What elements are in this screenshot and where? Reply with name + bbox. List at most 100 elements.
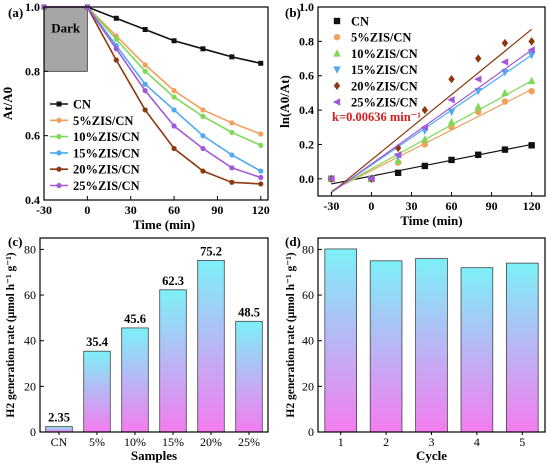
legend-entry: 15%ZIS/CN <box>351 63 418 77</box>
x-tick-label: 30 <box>405 199 417 213</box>
data-point <box>528 142 535 149</box>
y-tick-label: 0 <box>30 425 36 439</box>
data-point <box>171 123 177 129</box>
x-tick-label: CN <box>51 435 68 449</box>
data-point <box>447 117 456 126</box>
x-tick-label: 20% <box>200 435 222 449</box>
data-point <box>527 51 536 60</box>
data-point <box>200 145 206 152</box>
legend-entry: 25%ZIS/CN <box>351 96 418 110</box>
legend-marker <box>333 66 341 74</box>
x-tick-label: 25% <box>238 435 260 449</box>
data-point <box>258 168 264 174</box>
y-tick-label: 0.2 <box>299 137 314 151</box>
x-tick-label: 30 <box>125 203 137 217</box>
legend-marker <box>56 117 62 123</box>
bar <box>369 260 403 433</box>
data-point <box>421 135 429 143</box>
data-point <box>501 98 509 105</box>
dark-label: Dark <box>51 21 81 36</box>
data-point <box>475 151 482 158</box>
bar <box>83 350 111 433</box>
data-point <box>527 46 535 54</box>
bar <box>121 327 149 433</box>
legend-marker <box>333 49 341 57</box>
y-tick-label: 0.4 <box>299 103 314 117</box>
data-point <box>501 146 509 153</box>
data-point <box>448 74 455 84</box>
x-tick-label: -30 <box>36 203 52 217</box>
y-tick-label: 40 <box>24 334 36 348</box>
y-tick-label: 0.4 <box>25 193 40 207</box>
fit-line-4 <box>330 28 533 194</box>
y-axis-label: H2 generation rate (μmol h⁻¹ g⁻¹) <box>5 252 17 417</box>
y-tick-label: 0.0 <box>299 172 314 186</box>
series-line-4 <box>44 6 261 185</box>
legend-marker <box>333 34 341 41</box>
panel-label: (b) <box>285 5 301 20</box>
data-point <box>258 131 264 137</box>
bar <box>235 320 263 433</box>
data-point <box>142 88 148 94</box>
bar <box>159 289 187 433</box>
x-tick-label: 0 <box>368 199 374 213</box>
legend-marker <box>56 150 62 156</box>
bar <box>197 259 225 433</box>
x-tick-label: 2 <box>383 435 389 449</box>
x-axis-label: Cycle <box>416 448 447 463</box>
data-point <box>447 96 455 104</box>
bar <box>324 248 357 433</box>
data-point <box>258 174 264 181</box>
x-tick-label: 90 <box>486 199 498 213</box>
fit-line-0 <box>331 143 532 185</box>
data-label: 75.2 <box>200 244 222 258</box>
legend-entry: 20%ZIS/CN <box>351 79 418 93</box>
legend-entry: CN <box>351 15 369 29</box>
data-point <box>171 94 177 100</box>
legend-entry: 10%ZIS/CN <box>73 130 140 144</box>
legend-marker <box>333 81 341 90</box>
data-point <box>113 57 119 63</box>
data-point <box>474 75 482 83</box>
series-line-5 <box>44 6 262 179</box>
data-label: 45.6 <box>124 312 146 326</box>
data-point <box>421 162 429 170</box>
data-point <box>142 27 148 33</box>
y-axis-label: ln(A0/At) <box>277 75 292 128</box>
fit-line-2 <box>331 80 532 192</box>
data-point <box>474 102 482 110</box>
data-point <box>258 142 264 148</box>
y-tick-label: 0.6 <box>299 69 314 83</box>
data-label: 62.3 <box>162 274 184 288</box>
plot-frame <box>43 6 269 201</box>
data-point <box>171 145 177 152</box>
x-tick-label: 60 <box>168 203 180 217</box>
y-tick-label: 0.6 <box>25 129 40 143</box>
data-label: 35.4 <box>86 335 109 349</box>
data-point <box>142 81 148 87</box>
legend-marker <box>56 166 62 172</box>
data-point <box>229 120 235 126</box>
data-point <box>200 46 206 52</box>
data-point <box>258 60 264 66</box>
x-axis-label: Time (min) <box>133 217 195 232</box>
data-point <box>501 88 509 97</box>
data-point <box>394 169 402 177</box>
data-point <box>229 129 235 136</box>
panel-label: (d) <box>285 234 301 249</box>
panel-a: Dark -30 0 30 60 90 120 0.4 0.6 0.8 1.0 Time (min) A… <box>0 0 270 232</box>
data-point <box>327 175 335 183</box>
data-point <box>393 151 402 159</box>
panel-b: -30 0 30 60 90 120 0.0 0.2 0.4 0.6 0.8 1.0 Time (min… <box>277 0 546 228</box>
x-tick-label: 120 <box>523 199 541 213</box>
data-point <box>200 133 206 139</box>
panel-d: 1 2 3 4 5 0 20 40 60 80 Cycle H2 generation rate (μ… <box>285 234 546 463</box>
data-label: 48.5 <box>238 305 260 319</box>
data-point <box>229 54 235 60</box>
y-tick-label: 0.8 <box>299 34 314 48</box>
fit-line-1 <box>331 88 532 192</box>
data-point <box>367 175 375 183</box>
series-line-0 <box>44 6 261 65</box>
y-tick-label: 60 <box>302 288 314 302</box>
